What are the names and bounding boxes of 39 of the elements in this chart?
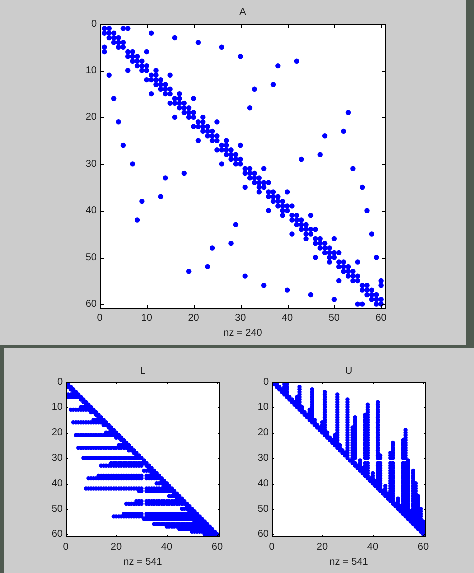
y-tick-label: 60	[52, 529, 64, 540]
y-tick-label: 50	[258, 504, 270, 515]
y-tick-label: 10	[258, 402, 270, 414]
y-tick-label: 0	[263, 376, 270, 388]
y-tick-label: 0	[57, 376, 64, 388]
y-tick-label: 50	[52, 504, 64, 515]
y-tick-label: 60	[86, 299, 98, 310]
x-axis-title: nz = 541	[330, 556, 369, 568]
x-tick-label: 60	[212, 542, 224, 553]
x-tick-label: 20	[188, 312, 200, 324]
x-tick-label: 30	[235, 312, 247, 324]
x-axis-title: nz = 541	[124, 556, 163, 568]
x-axis-title: nz = 240	[224, 328, 263, 339]
chart-title: U	[345, 366, 353, 377]
y-tick-label: 20	[86, 112, 98, 124]
chart-title: A	[240, 6, 247, 18]
x-tick-label: 60	[376, 312, 388, 324]
x-tick-label: 40	[282, 312, 294, 324]
y-tick-label: 0	[91, 18, 98, 30]
x-tick-label: 20	[110, 542, 122, 553]
y-tick-label: 60	[258, 529, 270, 540]
y-tick-label: 20	[52, 428, 64, 439]
x-tick-label: 50	[328, 312, 340, 324]
x-tick-label: 20	[316, 542, 328, 553]
x-tick-label: 40	[161, 542, 173, 553]
x-tick-label: 40	[367, 542, 379, 553]
y-tick-label: 50	[86, 252, 98, 264]
chart-title: L	[140, 366, 146, 377]
y-tick-label: 30	[258, 452, 270, 464]
y-tick-label: 30	[86, 158, 98, 170]
y-tick-label: 10	[52, 402, 64, 414]
y-tick-label: 30	[52, 452, 64, 464]
y-tick-label: 40	[52, 478, 64, 490]
y-tick-label: 40	[258, 478, 270, 490]
y-tick-label: 10	[86, 65, 98, 76]
x-tick-label: 10	[141, 312, 153, 324]
y-tick-label: 40	[86, 206, 98, 217]
y-tick-label: 20	[258, 428, 270, 439]
x-tick-label: 60	[418, 542, 430, 553]
